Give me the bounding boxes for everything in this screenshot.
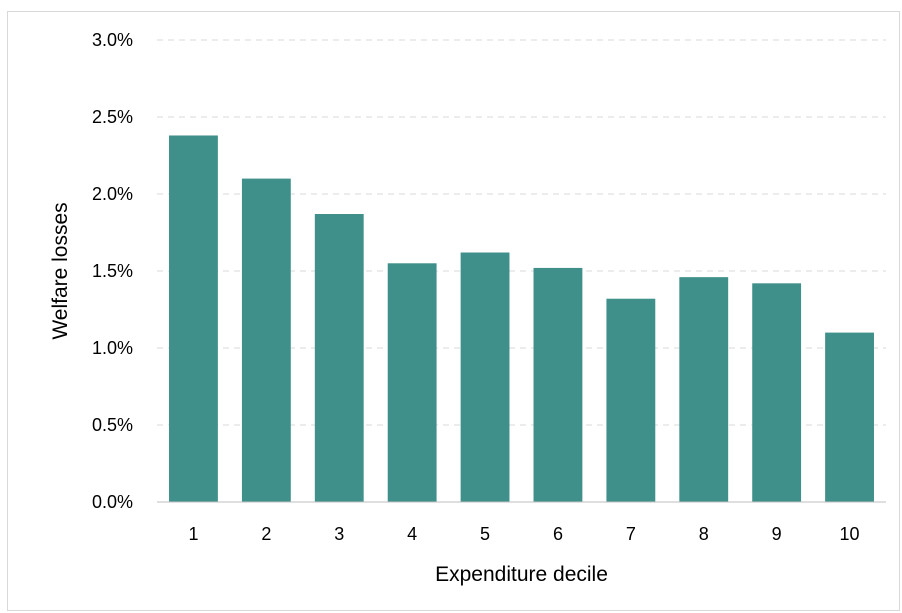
bar <box>241 178 291 502</box>
x-tick-label: 7 <box>626 524 636 544</box>
x-tick-label: 6 <box>553 524 563 544</box>
y-tick-label: 0.0% <box>92 492 133 512</box>
x-tick-label: 3 <box>334 524 344 544</box>
y-tick-label: 2.5% <box>92 107 133 127</box>
bar <box>825 332 874 502</box>
bar <box>314 214 364 502</box>
x-tick-label: 8 <box>699 524 709 544</box>
x-axis-ticks: 1 2 3 4 5 6 7 8 9 10 <box>188 524 859 544</box>
bar <box>533 267 583 502</box>
bar <box>387 263 437 502</box>
bar <box>679 277 729 502</box>
x-axis-title: Expenditure decile <box>435 563 608 586</box>
x-tick-label: 1 <box>188 524 198 544</box>
bar <box>460 252 510 502</box>
x-tick-label: 4 <box>407 524 417 544</box>
x-tick-label: 9 <box>772 524 782 544</box>
y-tick-label: 0.5% <box>92 415 133 435</box>
chart-frame <box>7 11 900 611</box>
y-tick-label: 3.0% <box>92 30 133 50</box>
y-tick-label: 1.0% <box>92 338 133 358</box>
bar <box>169 135 218 503</box>
y-axis-title: Welfare losses <box>49 202 72 339</box>
y-tick-label: 2.0% <box>92 184 133 204</box>
bars <box>169 135 874 503</box>
x-tick-label: 5 <box>480 524 490 544</box>
x-tick-label: 10 <box>840 524 860 544</box>
bar <box>606 298 656 502</box>
y-axis-ticks: 0.0% 0.5% 1.0% 1.5% 2.0% 2.5% 3.0% <box>92 30 133 512</box>
bar <box>752 283 802 502</box>
x-tick-label: 2 <box>261 524 271 544</box>
y-tick-label: 1.5% <box>92 261 133 281</box>
